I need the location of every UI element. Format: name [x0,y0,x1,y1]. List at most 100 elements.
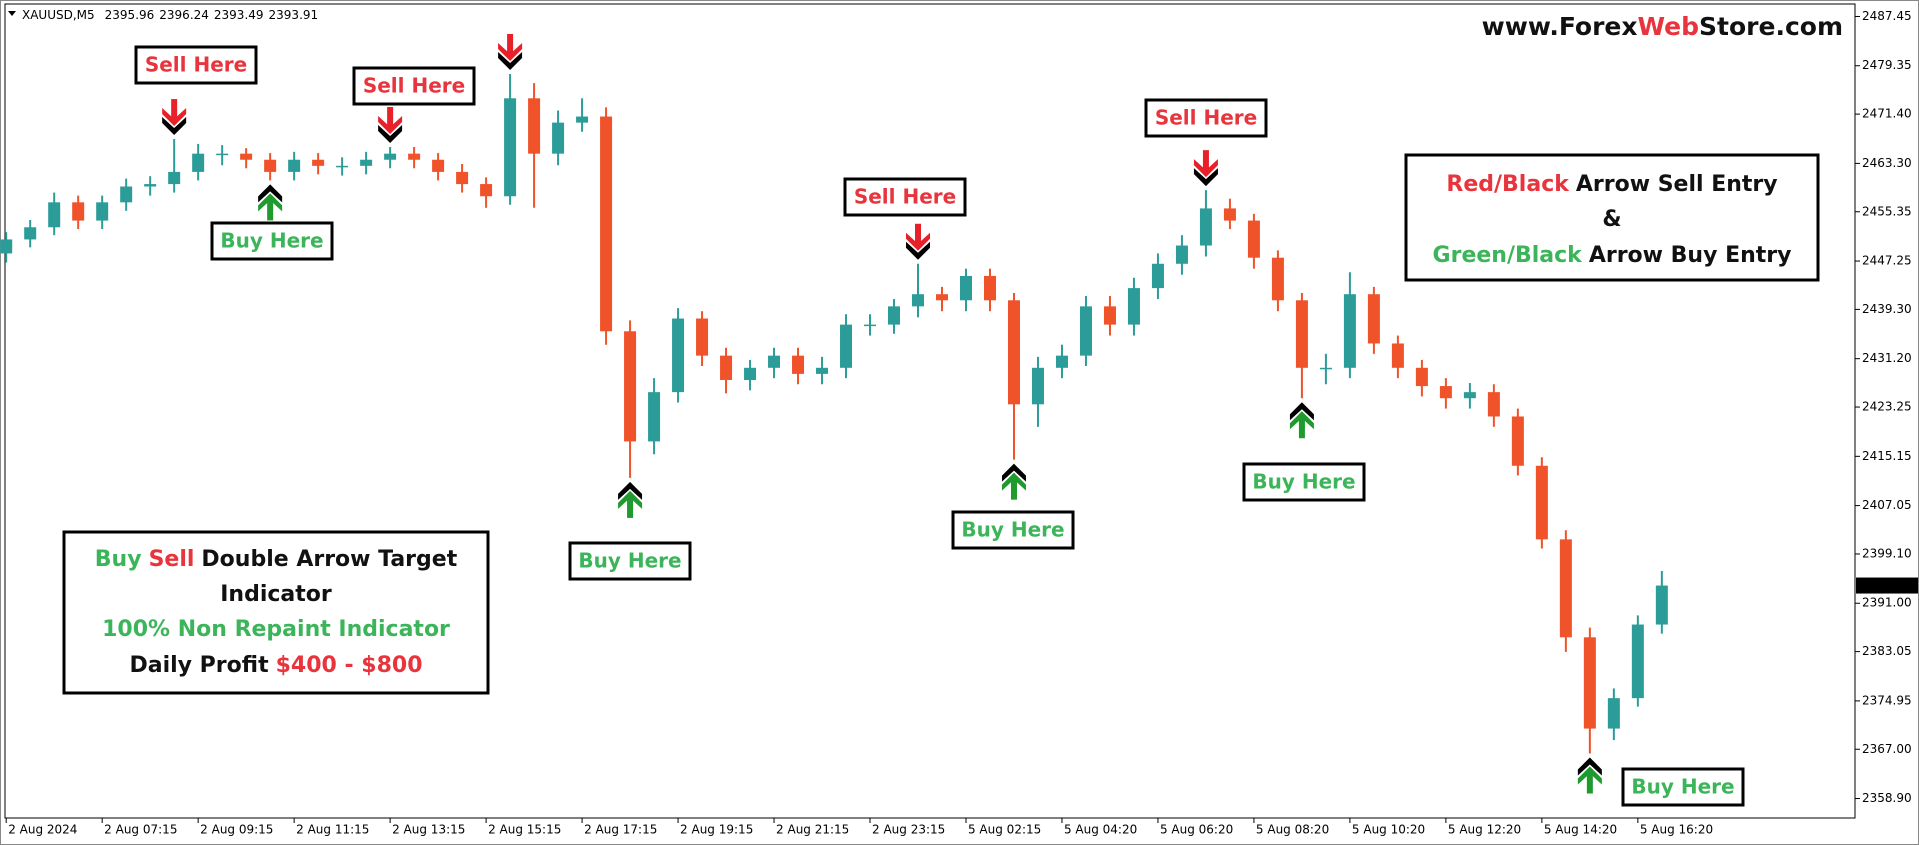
candle-body [312,159,325,166]
signal-box [568,541,692,581]
y-tick-label: 2415.15 [1862,449,1912,463]
candle-body [1319,367,1332,370]
arrow-head [906,241,931,260]
signal-label: Buy Here [1631,775,1734,799]
x-tick-label: 5 Aug 08:20 [1256,823,1329,837]
candle-body [1175,245,1188,264]
info-word: Buy [95,547,142,572]
arrow-shaft [1586,771,1593,794]
y-tick-label: 2447.25 [1862,254,1912,268]
info-line: Daily Profit $400 - $800 [129,653,422,678]
arrow-head [162,117,187,136]
y-tick-label: 2431.20 [1862,351,1912,365]
info-line: 100% Non Repaint Indicator [102,617,450,642]
y-tick-label: 2358.90 [1862,791,1912,805]
arrow-shaft [267,198,274,221]
legend-line: Green/Black Arrow Buy Entry [1433,243,1792,268]
candle-body [1127,288,1140,325]
candle-body [624,331,637,442]
signal-box [843,177,967,217]
candle-body [672,318,685,393]
candle-body [528,98,541,154]
info-box [62,530,490,695]
x-tick-label: 2 Aug 2024 [8,823,77,837]
arrow-head [618,490,643,509]
x-tick-label: 2 Aug 15:15 [488,823,561,837]
arrow-shaft [915,223,922,246]
watermark-part: Store.com [1699,12,1843,41]
candle-body [0,239,13,254]
candle-body [1199,208,1212,246]
x-tick-label: 5 Aug 14:20 [1544,823,1617,837]
arrow-head [618,481,643,500]
candle-body [480,184,493,197]
signal-box [1621,767,1745,807]
arrow-head [1577,766,1602,785]
candle-body [72,202,85,221]
candle-body [1487,392,1500,417]
arrow-head [1289,402,1314,421]
candle-body [1103,306,1116,325]
candle-body [168,171,181,185]
candle-body [456,171,469,185]
arrow-head [1289,411,1314,430]
y-tick-label: 2399.10 [1862,546,1912,560]
candle-body [1511,416,1524,466]
candle-body [1295,300,1308,368]
candle-body [1151,263,1164,289]
signal-label: Sell Here [854,185,956,209]
signal-label: Sell Here [145,53,247,77]
symbol-header: XAUUSD,M5 2395.96 2396.24 2393.49 2393.91 [22,8,318,22]
candle-body [1631,624,1644,699]
arrow-shaft [507,33,514,56]
legend-color: Green/Black [1433,243,1584,268]
info-word: Double Arrow Target [201,547,457,572]
arrow-shaft [1202,150,1209,173]
candle-body [744,367,757,380]
candle-body [1463,392,1476,399]
candle-body [576,116,589,123]
candle-body [192,153,205,172]
info-word: $400 - $800 [276,653,423,678]
y-tick-label: 2374.95 [1862,693,1912,707]
x-tick-label: 2 Aug 11:15 [296,823,369,837]
candle-body [888,306,901,325]
x-tick-label: 2 Aug 09:15 [200,823,273,837]
candle-body [1607,698,1620,729]
signal-label: Buy Here [1252,470,1355,494]
candle-body [696,318,709,356]
symbol: XAUUSD,M5 [22,8,95,22]
legend-text: Arrow Buy Entry [1589,243,1792,268]
plot-border [4,3,1856,819]
x-tick-label: 5 Aug 06:20 [1160,823,1233,837]
candle-body [360,159,373,166]
candle-body [1223,208,1236,221]
candle-body [96,202,109,221]
x-tick-label: 2 Aug 13:15 [392,823,465,837]
legend-box [1404,153,1820,282]
candle-body [840,324,853,368]
arrow-shaft [1298,416,1305,439]
signal-box [1144,98,1268,138]
arrow-head [378,115,403,134]
x-tick-label: 2 Aug 07:15 [104,823,177,837]
y-tick-label: 2367.00 [1862,742,1912,756]
arrow-head [498,51,523,70]
info-word: Sell [149,547,195,572]
candle-body [144,184,157,187]
candle-body [408,153,421,160]
candle-body [552,122,565,154]
candle-body [648,392,661,442]
y-tick-label: 2383.05 [1862,644,1912,658]
signal-label: Buy Here [961,518,1064,542]
candle-body [600,116,613,332]
price-tag-bg [1856,577,1918,594]
candle-body [120,186,133,203]
signal-label: Sell Here [1155,106,1257,130]
x-tick-label: 2 Aug 19:15 [680,823,753,837]
candle-body [816,367,829,374]
candle-body [1055,355,1068,368]
arrow-head [1577,757,1602,776]
arrow-shaft [1010,477,1017,500]
